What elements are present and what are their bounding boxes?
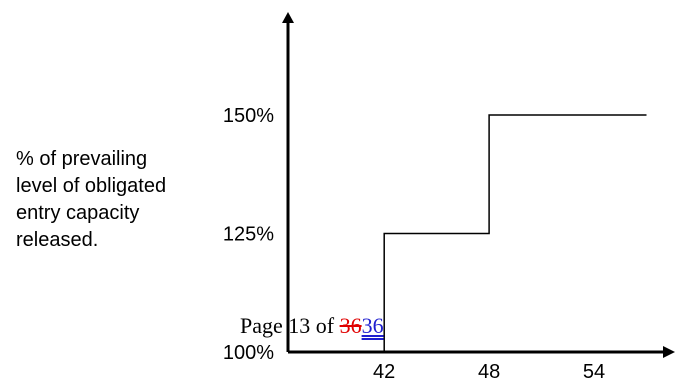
x-axis-arrow-icon	[663, 346, 675, 358]
page-total-deleted: 36	[339, 313, 362, 338]
x-tick-label: 48	[478, 361, 500, 382]
y-tick-label: 100%	[223, 342, 274, 364]
y-axis-arrow-icon	[282, 12, 294, 23]
x-axis	[288, 346, 675, 358]
y-axis	[282, 12, 294, 352]
x-tick-label: 54	[583, 361, 605, 382]
page-footer: Page 13 of 3636	[240, 313, 384, 339]
y-axis-label-line: entry capacity	[16, 202, 140, 224]
y-tick-label: 150%	[223, 105, 274, 127]
y-axis-label-line: % of prevailing	[16, 148, 148, 170]
x-tick-label: 42	[373, 361, 395, 382]
series-step-line	[383, 114, 647, 352]
y-tick-label: 125%	[223, 224, 274, 246]
y-axis-label-line: released.	[16, 229, 99, 251]
y-axis-label-line: level of obligated	[16, 175, 167, 197]
page-total-inserted[interactable]: 36	[361, 313, 384, 338]
page-footer-prefix: Page 13 of	[240, 313, 340, 338]
y-axis-label: % of prevailing level of obligated entry…	[16, 146, 226, 254]
